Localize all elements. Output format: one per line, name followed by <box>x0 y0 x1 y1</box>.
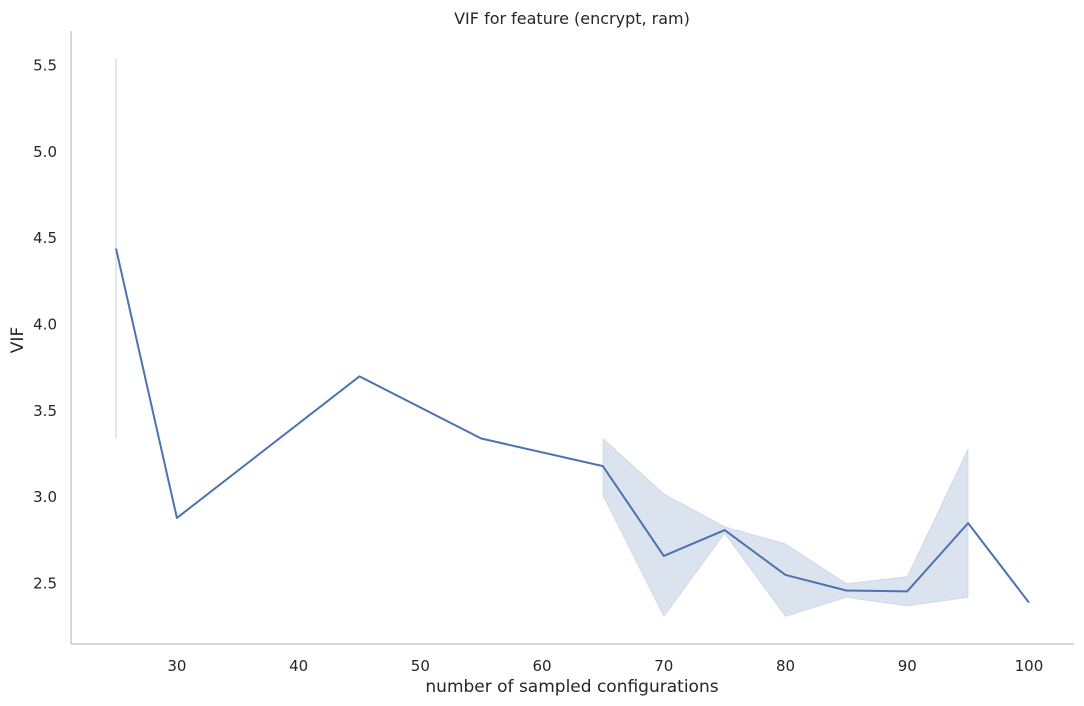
x-tick-label: 90 <box>898 657 917 675</box>
x-tick-label: 70 <box>654 657 673 675</box>
confidence-band-layer <box>115 58 969 618</box>
y-tick-labels: 2.5 3.0 3.5 4.0 4.5 5.0 5.5 <box>33 57 57 593</box>
series-line <box>115 248 1030 604</box>
x-tick-labels: 30 40 50 60 70 80 90 100 <box>167 657 1044 675</box>
x-tick-label: 80 <box>776 657 795 675</box>
x-axis-label: number of sampled configurations <box>425 677 718 697</box>
y-tick-label: 5.5 <box>33 57 57 75</box>
x-tick-label: 30 <box>167 657 186 675</box>
chart-title: VIF for feature (encrypt, ram) <box>454 9 690 28</box>
series-line-layer <box>115 248 1030 604</box>
x-tick-label: 40 <box>289 657 308 675</box>
y-tick-label: 2.5 <box>33 575 57 593</box>
x-tick-label: 60 <box>533 657 552 675</box>
y-tick-label: 4.0 <box>33 316 57 334</box>
x-tick-label: 50 <box>411 657 430 675</box>
confidence-band <box>602 437 969 618</box>
y-axis-label: VIF <box>8 327 28 353</box>
x-tick-label: 100 <box>1015 657 1044 675</box>
y-tick-label: 3.5 <box>33 402 57 420</box>
axes <box>70 31 1074 645</box>
y-tick-label: 4.5 <box>33 229 57 247</box>
y-tick-label: 5.0 <box>33 143 57 161</box>
y-tick-label: 3.0 <box>33 488 57 506</box>
